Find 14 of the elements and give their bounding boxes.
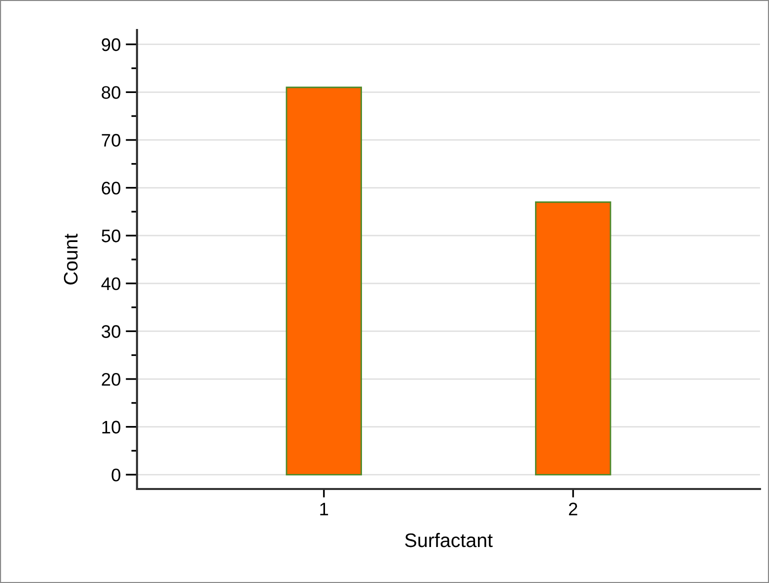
y-tick-label: 10	[102, 420, 120, 434]
y-tick-label: 50	[102, 230, 120, 242]
y-tick-label: 90	[102, 38, 120, 52]
y-tick-label: 70	[102, 134, 120, 147]
y-tick-label: 20	[102, 372, 120, 386]
y-axis-title: Count	[64, 234, 78, 284]
x-tick-label: 1	[320, 502, 328, 516]
y-tick-label: 0	[112, 468, 120, 482]
y-tick-label: 40	[101, 277, 120, 290]
x-axis-title: Surfactant	[405, 532, 493, 548]
y-tick-label: 80	[102, 86, 120, 99]
y-tick-label: 30	[102, 325, 120, 338]
y-tick-label: 60	[102, 182, 120, 194]
x-tick-label: 2	[568, 502, 578, 516]
